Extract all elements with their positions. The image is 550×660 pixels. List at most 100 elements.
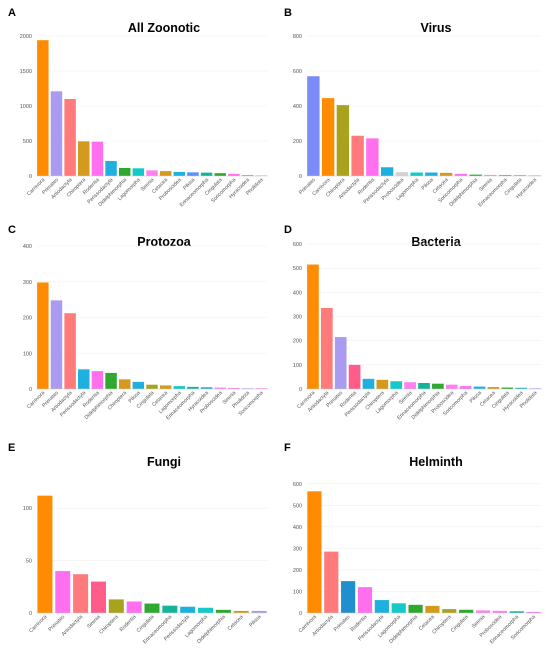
- bar-carnivora: [307, 264, 319, 389]
- bar-soricomorpha: [459, 386, 472, 389]
- bar-cetacea: [487, 387, 500, 389]
- bar-artiodactyla: [320, 308, 333, 389]
- chart-title: Protozoa: [137, 235, 192, 249]
- bar-perissodactyla: [105, 160, 117, 176]
- bar-sirenia: [484, 174, 497, 176]
- bar-chiroptera: [78, 141, 90, 176]
- bar-chiroptera: [376, 379, 389, 389]
- bar-cetacea: [233, 610, 249, 613]
- y-tick-label: 500: [293, 266, 302, 272]
- bar-rodentia: [357, 587, 373, 613]
- bar-primates: [341, 581, 356, 613]
- chart-title: Virus: [420, 21, 451, 35]
- bar-pilosa: [132, 381, 145, 389]
- bar-cingulata: [459, 609, 474, 613]
- bar-lagomorpha: [173, 386, 186, 389]
- bar-artiodactyla: [351, 135, 364, 176]
- bar-erinaceomorpha: [509, 611, 524, 613]
- y-tick-label: 400: [293, 290, 302, 296]
- bar-pholidota: [529, 388, 541, 389]
- chart-title: All Zoonotic: [128, 21, 200, 35]
- bar-cingulata: [144, 603, 160, 613]
- bar-rodentia: [126, 601, 142, 613]
- chart-title: Bacteria: [411, 235, 461, 249]
- bar-lagomorpha: [198, 607, 214, 613]
- bar-pilosa: [187, 172, 199, 176]
- bar-carnivora: [37, 40, 49, 177]
- x-tick-label: Cetacea: [227, 614, 245, 632]
- y-tick-label: 400: [293, 104, 302, 110]
- bar-perissodactyla: [362, 378, 375, 389]
- y-tick-label: 400: [293, 525, 302, 531]
- y-tick-label: 100: [23, 351, 32, 357]
- bar-sirenia: [475, 610, 491, 613]
- x-tick-label: Carnivora: [28, 614, 48, 634]
- bar-rodentia: [366, 138, 379, 176]
- y-tick-label: 600: [293, 69, 302, 75]
- bar-primates: [50, 91, 63, 176]
- bar-hyracoidea: [515, 387, 528, 389]
- bar-cingulata: [214, 173, 226, 176]
- bar-sirenia: [228, 387, 240, 389]
- chart-panel-c: CProtozoa0100200300400CarnivoraPrimatesA…: [8, 224, 268, 421]
- bar-carnivora: [321, 98, 335, 176]
- chart-panel-f: FHelminth0100200300400500600CarnivoraArt…: [284, 442, 542, 645]
- bar-primates: [307, 76, 320, 176]
- bar-perissodactyla: [374, 600, 389, 613]
- bar-cetacea: [159, 385, 172, 389]
- y-tick-label: 0: [29, 611, 32, 617]
- bar-pilosa: [473, 386, 486, 389]
- bar-pilosa: [251, 610, 267, 613]
- bar-carnivora: [307, 491, 322, 613]
- panel-letter: F: [284, 442, 291, 454]
- y-tick-label: 500: [293, 503, 302, 509]
- x-tick-label: Chiroptera: [98, 614, 119, 635]
- y-tick-label: 100: [23, 506, 32, 512]
- chart-title: Fungi: [147, 455, 181, 469]
- bar-artiodactyla: [324, 551, 339, 613]
- bar-cingulata: [501, 387, 514, 389]
- bar-didelphimorphia: [118, 167, 131, 176]
- y-tick-label: 2000: [20, 34, 32, 40]
- x-tick-label: Primates: [333, 614, 352, 633]
- y-tick-label: 0: [299, 387, 302, 393]
- bar-sirenia: [90, 581, 106, 613]
- chart-title: Helminth: [409, 455, 462, 469]
- bar-lagomorpha: [390, 381, 403, 389]
- bar-rodentia: [91, 371, 104, 389]
- y-tick-label: 1500: [20, 69, 32, 75]
- panel-letter: C: [8, 224, 16, 236]
- bar-cetacea: [425, 605, 440, 613]
- y-tick-label: 200: [293, 339, 302, 345]
- bar-erinaceomorpha: [162, 605, 178, 613]
- bar-perissodactyla: [380, 167, 394, 176]
- bar-didelphimorphia: [469, 174, 482, 176]
- bar-hyracoidea: [241, 175, 254, 176]
- bar-cingulata: [146, 384, 158, 389]
- y-tick-label: 300: [293, 315, 302, 321]
- bar-proboscidea: [445, 384, 458, 389]
- bar-sirenia: [404, 382, 416, 389]
- y-tick-label: 200: [293, 568, 302, 574]
- bar-primates: [334, 337, 347, 389]
- bar-proboscidea: [214, 387, 226, 389]
- bar-lagomorpha: [132, 168, 145, 176]
- bar-proboscidea: [173, 171, 186, 176]
- bar-carnivora: [37, 495, 53, 613]
- x-tick-label: Rodentia: [119, 614, 138, 633]
- bar-didelphimorphia: [105, 372, 117, 389]
- bar-artiodactyla: [64, 313, 76, 389]
- y-tick-label: 800: [293, 34, 302, 40]
- bar-erinaceomorpha: [498, 175, 512, 176]
- x-tick-label: Sirenia: [471, 614, 487, 630]
- bar-carnivora: [37, 282, 49, 389]
- y-tick-label: 300: [293, 546, 302, 552]
- bar-chiroptera: [108, 599, 124, 613]
- panel-letter: B: [284, 7, 292, 19]
- y-tick-label: 100: [293, 589, 302, 595]
- bar-soricomorpha: [228, 173, 240, 176]
- x-tick-label: Sirenia: [86, 614, 102, 630]
